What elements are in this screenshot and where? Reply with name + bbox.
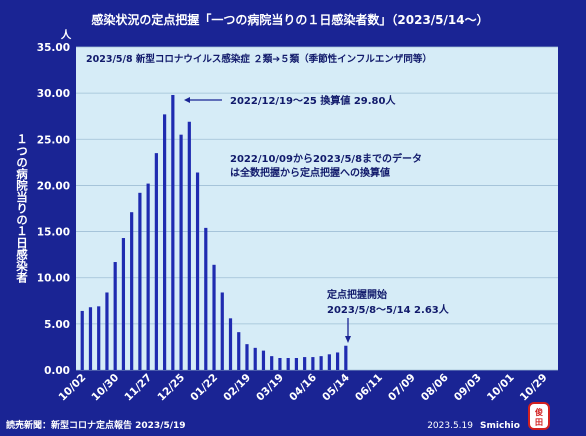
annotation-conversion-line2: は全数把握から定点把握への換算値: [230, 166, 390, 179]
x-tick-label: 06/11: [353, 372, 385, 404]
x-tick-label: 08/06: [419, 372, 451, 404]
peak-arrow: [184, 97, 222, 103]
bar-01-01: [187, 121, 191, 370]
x-tick-label: 11/27: [122, 372, 154, 404]
bar-03-05: [261, 350, 266, 370]
bar-11-13: [130, 212, 134, 370]
start-arrow: [345, 318, 351, 343]
footer-source: 読売新聞：新型コロナ定点報告 2023/5/19: [6, 419, 186, 431]
bar-01-15: [204, 227, 208, 370]
x-tick-label: 12/25: [155, 372, 187, 404]
y-tick-label: 5.00: [44, 319, 70, 331]
bar-11-06: [121, 238, 126, 370]
y-tick-label: 25.00: [37, 134, 70, 146]
bar-12-18: [171, 94, 175, 370]
bar-04-09: [303, 357, 307, 370]
bar-04-02: [294, 358, 299, 370]
bar-04-16: [311, 357, 315, 370]
x-tick-label: 09/03: [452, 372, 484, 404]
bar-05-07: [335, 352, 340, 370]
bar-02-19: [245, 344, 249, 370]
footer-credit-name: Smichio: [480, 421, 520, 431]
bar-10-09: [88, 307, 93, 370]
bar-11-20: [138, 192, 142, 370]
x-tick-label: 01/22: [188, 372, 220, 404]
bar-01-08: [195, 172, 200, 370]
y-tick-label: 30.00: [37, 88, 70, 100]
bar-03-12: [270, 356, 274, 370]
bars: [80, 94, 348, 371]
x-tick-label: 07/09: [386, 372, 418, 404]
bar-10-30: [113, 262, 117, 370]
bar-10-23: [105, 292, 109, 370]
annotation-box-text: 2023/5/8 新型コロナウイルス感染症 ２類➔５類（季節性インフルエンザ同等…: [86, 53, 432, 65]
bar-03-26: [286, 358, 290, 370]
x-axis-ticks: 10/02 10/30 11/27 12/25 01/22 02/19 03/19 04/16…: [56, 372, 549, 404]
bar-04-23: [319, 356, 323, 370]
y-axis-unit: 人: [61, 28, 72, 41]
x-tick-label: 05/14: [320, 372, 352, 404]
x-tick-label: 10/29: [518, 372, 550, 404]
bar-12-25: [179, 134, 183, 370]
seal-icon: 俊田: [528, 402, 550, 430]
bar-11-27: [146, 183, 150, 370]
bar-01-22: [212, 264, 216, 370]
y-tick-label: 35.00: [37, 42, 70, 54]
x-tick-label: 04/16: [287, 372, 319, 404]
svg-text:俊田: 俊田: [535, 407, 543, 427]
bar-12-11: [163, 114, 167, 371]
y-axis-ticks: 0.00 5.00 10.00 15.00 20.00 25.00 30.00 35.00: [37, 42, 70, 377]
annotation-start-line2: 2023/5/8～5/14 2.63人: [327, 303, 450, 316]
chart-title: 感染状況の定点把握「一つの病院当りの１日感染者数」（2023/5/14～）: [91, 12, 488, 27]
annotation-start-line1: 定点把握開始: [327, 288, 387, 301]
y-axis-label: １つの病院当りの１日感染者: [15, 133, 29, 283]
x-tick-label: 10/01: [485, 372, 517, 404]
bar-10-16: [97, 306, 101, 370]
bar-04-30: [327, 354, 331, 370]
bar-05-14: [344, 345, 348, 370]
x-tick-label: 03/19: [254, 372, 286, 404]
x-tick-label: 10/30: [89, 372, 121, 404]
bar-02-26: [253, 347, 257, 370]
y-tick-label: 10.00: [37, 273, 70, 285]
y-tick-label: 0.00: [44, 365, 70, 377]
bar-03-19: [278, 358, 282, 370]
bar-01-29: [220, 292, 224, 370]
footer-credit-date: 2023.5.19: [427, 421, 473, 431]
x-tick-label: 02/19: [221, 372, 253, 404]
annotation-peak: 2022/12/19～25 換算値 29.80人: [230, 94, 396, 107]
annotation-conversion-line1: 2022/10/09から2023/5/8までのデータ: [230, 152, 422, 165]
bar-02-05: [228, 318, 233, 370]
y-tick-label: 15.00: [37, 227, 70, 239]
y-tick-label: 20.00: [37, 180, 70, 192]
bar-02-12: [237, 332, 241, 370]
bar-10-02: [80, 310, 84, 370]
bar-12-04: [154, 153, 158, 370]
